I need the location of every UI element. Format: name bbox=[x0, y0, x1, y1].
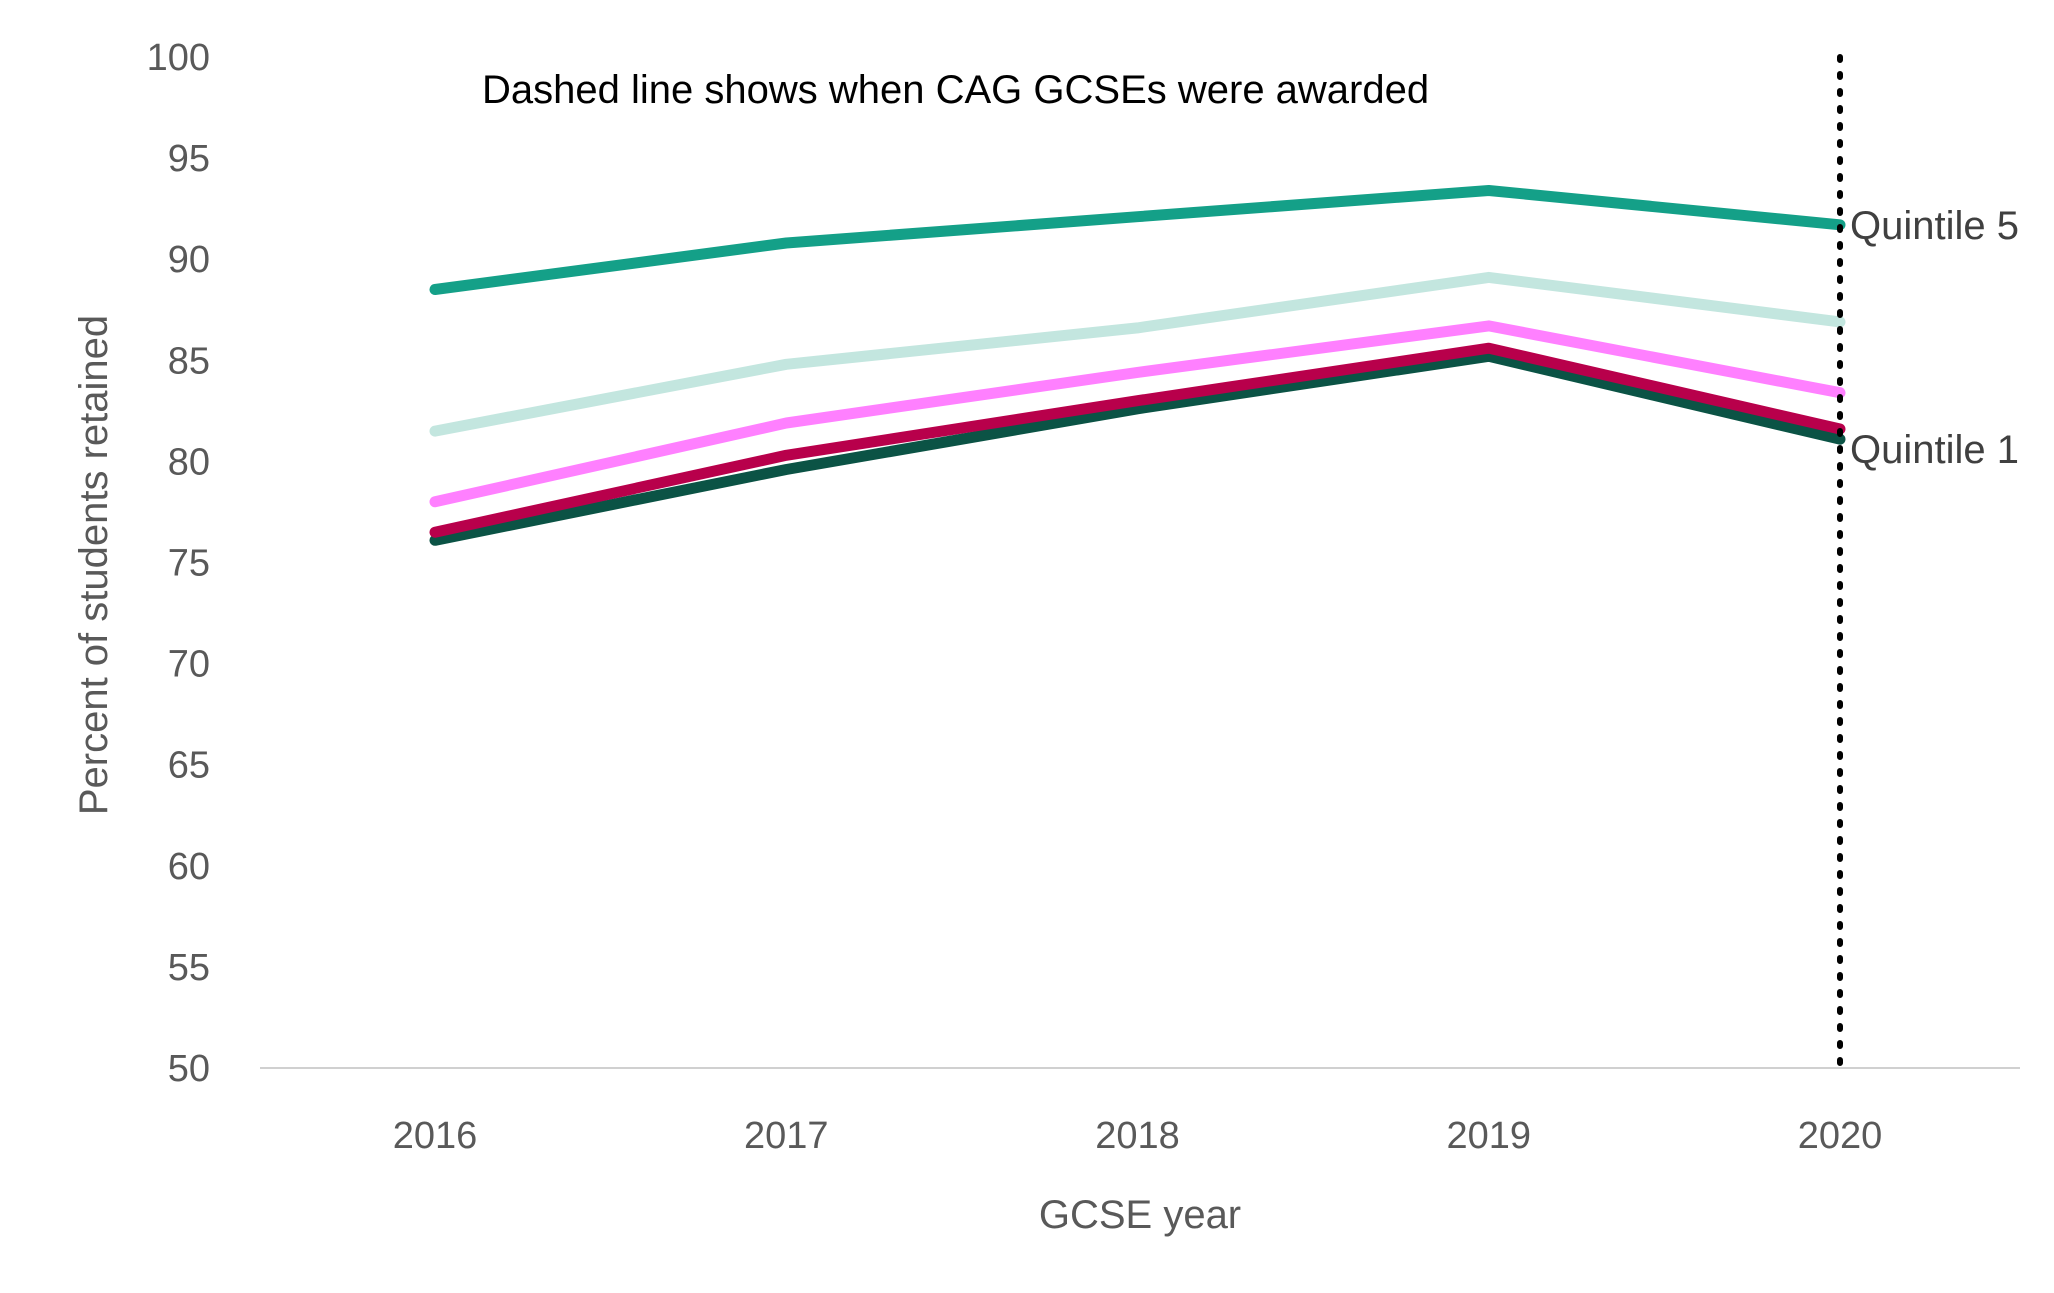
series-labels: Quintile 5 Quintile 1 bbox=[1850, 204, 2019, 472]
y-axis-ticks: 50 55 60 65 70 75 80 85 90 95 100 bbox=[147, 37, 210, 1090]
series-line-q5 bbox=[429, 185, 1846, 295]
y-tick-label: 60 bbox=[168, 846, 210, 888]
series-lines bbox=[429, 185, 1846, 546]
y-tick-label: 100 bbox=[147, 37, 210, 79]
y-tick-label: 80 bbox=[168, 441, 210, 483]
series-line-q1 bbox=[429, 350, 1846, 546]
x-axis-title: GCSE year bbox=[1039, 1193, 1241, 1237]
x-axis-ticks: 2016 2017 2018 2019 2020 bbox=[393, 1115, 1883, 1157]
x-tick-label: 2020 bbox=[1798, 1115, 1883, 1157]
x-tick-label: 2016 bbox=[393, 1115, 478, 1157]
series-label-q1: Quintile 1 bbox=[1850, 428, 2019, 472]
y-tick-label: 55 bbox=[168, 947, 210, 989]
y-tick-label: 90 bbox=[168, 239, 210, 281]
y-tick-label: 95 bbox=[168, 138, 210, 180]
series-label-q5: Quintile 5 bbox=[1850, 204, 2019, 248]
series-line-q2 bbox=[429, 342, 1846, 538]
chart-annotation: Dashed line shows when CAG GCSEs were aw… bbox=[482, 68, 1429, 112]
x-tick-label: 2018 bbox=[1095, 1115, 1180, 1157]
y-tick-label: 50 bbox=[168, 1048, 210, 1090]
series-line-q4 bbox=[429, 271, 1846, 437]
y-tick-label: 70 bbox=[168, 644, 210, 686]
x-tick-label: 2017 bbox=[744, 1115, 829, 1157]
series-line-q3 bbox=[429, 320, 1846, 508]
y-tick-label: 85 bbox=[168, 340, 210, 382]
y-axis-title: Percent of students retained bbox=[72, 315, 116, 815]
y-tick-label: 75 bbox=[168, 543, 210, 585]
x-tick-label: 2019 bbox=[1446, 1115, 1531, 1157]
y-tick-label: 65 bbox=[168, 745, 210, 787]
